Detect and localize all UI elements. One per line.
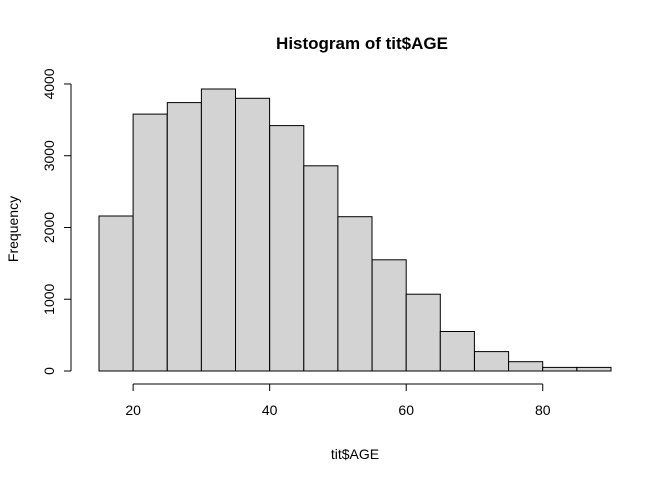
bars-group [98,88,612,372]
histogram-bar [405,293,441,372]
chart-title: Histogram of tit$AGE [276,34,448,53]
y-tick-label: 1000 [41,283,57,314]
x-tick-label: 20 [125,402,141,418]
x-tick-label: 80 [535,402,551,418]
x-axis-ticks: 20 40 60 80 [125,384,551,418]
y-tick-label: 3000 [41,140,57,171]
histogram-bar [132,113,168,372]
histogram-bar [235,97,271,372]
histogram-bar [166,102,202,372]
histogram-bar [474,351,510,372]
y-tick-label: 4000 [41,68,57,99]
x-axis-label: tit$AGE [331,446,379,462]
histogram-bar [542,366,578,372]
histogram-bar [337,216,373,372]
histogram-bar [269,125,305,372]
y-axis-label: Frequency [5,196,21,262]
y-tick-label: 0 [41,367,57,375]
histogram-bar [200,88,236,372]
x-tick-label: 40 [262,402,278,418]
x-tick-label: 60 [398,402,414,418]
y-tick-label: 2000 [41,212,57,243]
histogram-bar [371,259,407,372]
y-axis-ticks: 0 1000 2000 3000 4000 [41,68,71,375]
histogram-bar [98,215,134,372]
histogram-bar [439,331,475,372]
histogram-bar [303,165,339,372]
histogram-bar [576,366,612,372]
histogram-bar [508,361,544,372]
